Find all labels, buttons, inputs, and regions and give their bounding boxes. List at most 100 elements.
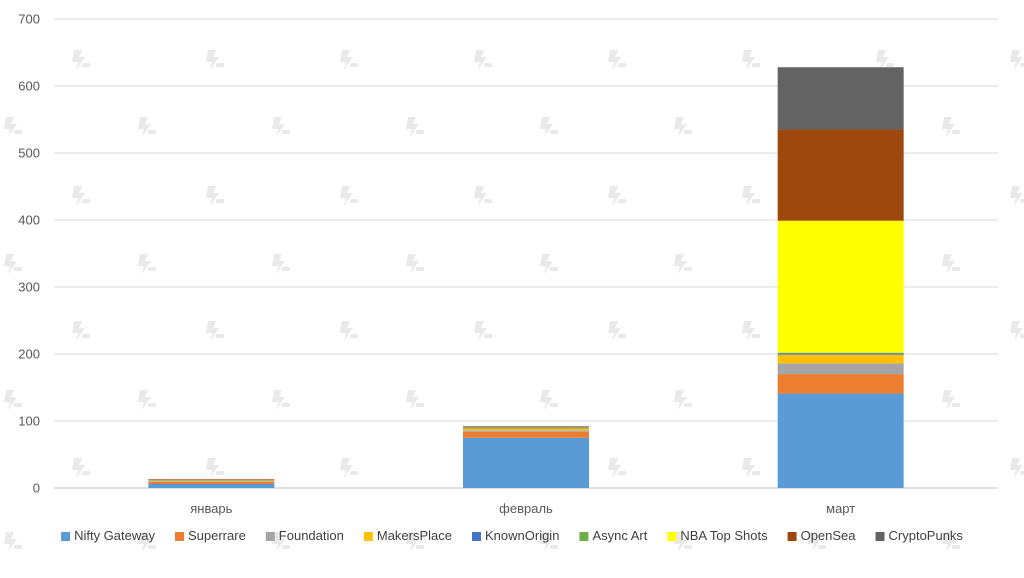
legend-swatch [174,532,184,541]
bar-segment [148,481,275,484]
watermark-logo [674,390,692,410]
bar-segment [148,481,275,482]
legend-swatch [265,532,275,541]
watermark-logo [406,117,424,137]
watermark-logo [674,532,692,552]
watermark-logo [72,458,90,478]
watermark-logo [72,321,90,341]
bar-segment [777,353,904,355]
bar-segment [463,427,589,428]
watermark-logo [540,117,558,137]
legend-swatch [667,532,677,541]
bar-segment [463,427,589,429]
y-tick-label: 300 [18,280,40,295]
watermark-logo [474,186,492,206]
bar-segment [463,428,589,431]
bar-segment [148,480,275,482]
watermark-logo [742,186,760,206]
watermark-logo [340,321,358,341]
watermark-logo [272,117,290,137]
bar-segment [777,354,904,364]
legend: Nifty Gateway Superrare Foundation MakersPl… [61,528,963,543]
legend-item: CryptoPunks [875,528,963,543]
legend-item: Nifty Gateway [61,528,155,543]
watermark-logo [608,186,626,206]
legend-swatch [472,532,481,541]
watermark-logo [406,532,424,552]
legend-swatch [579,532,589,541]
legend-item: Async Art [579,528,648,543]
bar-segment [463,437,589,488]
legend-swatch [61,532,71,541]
bar-segment [148,483,275,488]
watermark-logo [406,254,424,274]
watermark-logo [340,186,358,206]
watermark-logo [72,50,90,70]
watermark-logo [138,254,156,274]
legend-item: MakersPlace [363,528,452,543]
watermark-logo [942,117,960,137]
y-tick-label: 600 [18,79,40,94]
watermark-logo [4,254,22,274]
y-tick-label: 0 [33,481,40,496]
legend-label: Nifty Gateway [74,528,155,543]
watermark-logo [608,458,626,478]
watermark-logo [474,321,492,341]
bar-segment [148,479,275,480]
bar-segment [777,393,904,488]
legend-item: Superrare [174,528,246,543]
watermark-logo [340,50,358,70]
legend-item: Foundation [265,528,344,543]
y-tick-label: 400 [18,213,40,228]
legend-label: Async Art [592,528,647,543]
watermark-logo [206,321,224,341]
bar-stack [148,479,275,488]
watermark-logo [674,117,692,137]
y-tick-label: 700 [18,12,40,27]
bar-segment [777,220,904,353]
watermark-logo [138,117,156,137]
watermark-logo [674,254,692,274]
watermark-logo [540,532,558,552]
watermark-logo [206,186,224,206]
y-tick-label: 500 [18,146,40,161]
watermark-logo [406,390,424,410]
watermark-logo [474,50,492,70]
watermark-logo [608,321,626,341]
bar-segment [777,363,904,375]
legend-swatch [363,532,373,541]
bar-segment [463,430,589,432]
bar-segment [463,426,589,428]
x-axis-tick-labels: январь февраль март [190,501,855,516]
x-tick-label: март [826,501,855,516]
watermark-logo [608,50,626,70]
watermark-logo [4,532,22,552]
legend-label: NBA Top Shots [680,528,768,543]
watermark-logo [540,390,558,410]
legend-label: MakersPlace [377,528,452,543]
bar-segment [777,352,904,354]
watermark-logo [742,321,760,341]
watermark-logo [942,390,960,410]
legend-item: OpenSea [787,528,857,543]
watermark-logo [942,532,960,552]
bar-stacks [148,67,904,488]
bar-segment [777,374,904,394]
watermark-logo [206,50,224,70]
watermark-logo [272,532,290,552]
legend-label: Foundation [279,528,344,543]
watermark-logo [808,532,826,552]
watermark-logo [4,117,22,137]
bar-segment [777,129,904,221]
watermark-logo [742,50,760,70]
legend-label: OpenSea [801,528,857,543]
legend-swatch [787,532,797,541]
y-tick-label: 200 [18,347,40,362]
watermark-logo [1010,186,1024,206]
x-tick-label: февраль [499,501,553,516]
bar-stack [777,67,904,488]
watermark-logo [540,254,558,274]
watermark-logo [1010,50,1024,70]
watermark-logo [876,50,894,70]
